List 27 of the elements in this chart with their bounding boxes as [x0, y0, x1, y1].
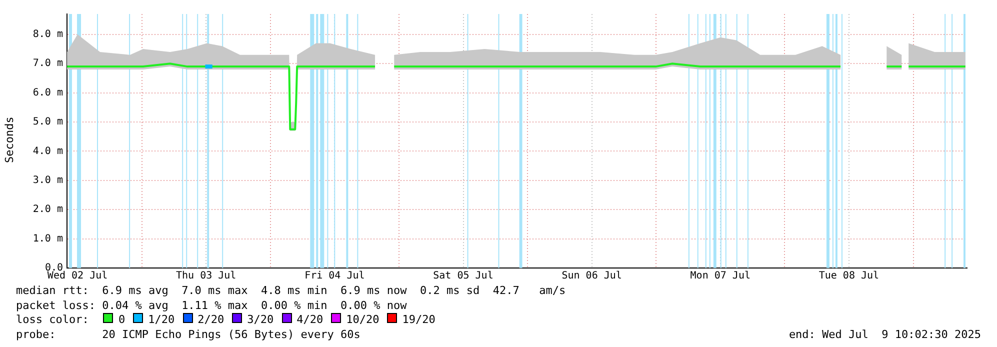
legend-title: loss color:	[16, 313, 90, 328]
y-tick-label: 2.0 m	[32, 204, 63, 216]
y-tick-label: 7.0 m	[32, 58, 63, 70]
x-tick-label: Thu 03 Jul	[176, 270, 236, 282]
y-tick-label: 8.0 m	[32, 29, 63, 40]
y-axis-title: Seconds	[3, 116, 17, 166]
legend-label: 0	[118, 313, 126, 328]
x-tick-label: Fri 04 Jul	[304, 270, 365, 282]
text: end: Wed Jul 9 10:02:30 2025	[788, 328, 981, 342]
y-tick-label: 5.0 m	[32, 116, 63, 128]
x-tick-label: Sat 05 Jul	[433, 270, 494, 282]
legend-label: 3/20	[247, 313, 274, 328]
y-tick-label: 4.0 m	[32, 146, 63, 157]
text: probe: 20 ICMP Echo Pings (56 Bytes) every 60s	[16, 328, 360, 342]
text: median rtt: 6.9 ms avg 7.0 ms max 4.8 ms min 6.9 ms now 0.2 ms sd 42.7 am/s	[16, 284, 566, 298]
y-tick-label: 6.0 m	[32, 87, 63, 98]
y-tick-label: 3.0 m	[32, 175, 63, 186]
legend-label: 19/20	[402, 313, 436, 328]
y-tick-label: 1.0 m	[32, 233, 63, 244]
legend-label: 4/20	[296, 313, 324, 328]
legend-label: 10/20	[346, 313, 380, 328]
x-tick-label: Tue 08 Jul	[818, 270, 880, 282]
legend-label: 2/20	[198, 313, 224, 328]
x-tick-label: Mon 07 Jul	[690, 270, 750, 282]
legend-label: 1/20	[148, 313, 175, 328]
x-tick-label: Sun 06 Jul	[562, 270, 622, 282]
text: packet loss: 0.04 % avg 1.11 % max 0.00 % min 0.00 % now	[16, 298, 407, 313]
